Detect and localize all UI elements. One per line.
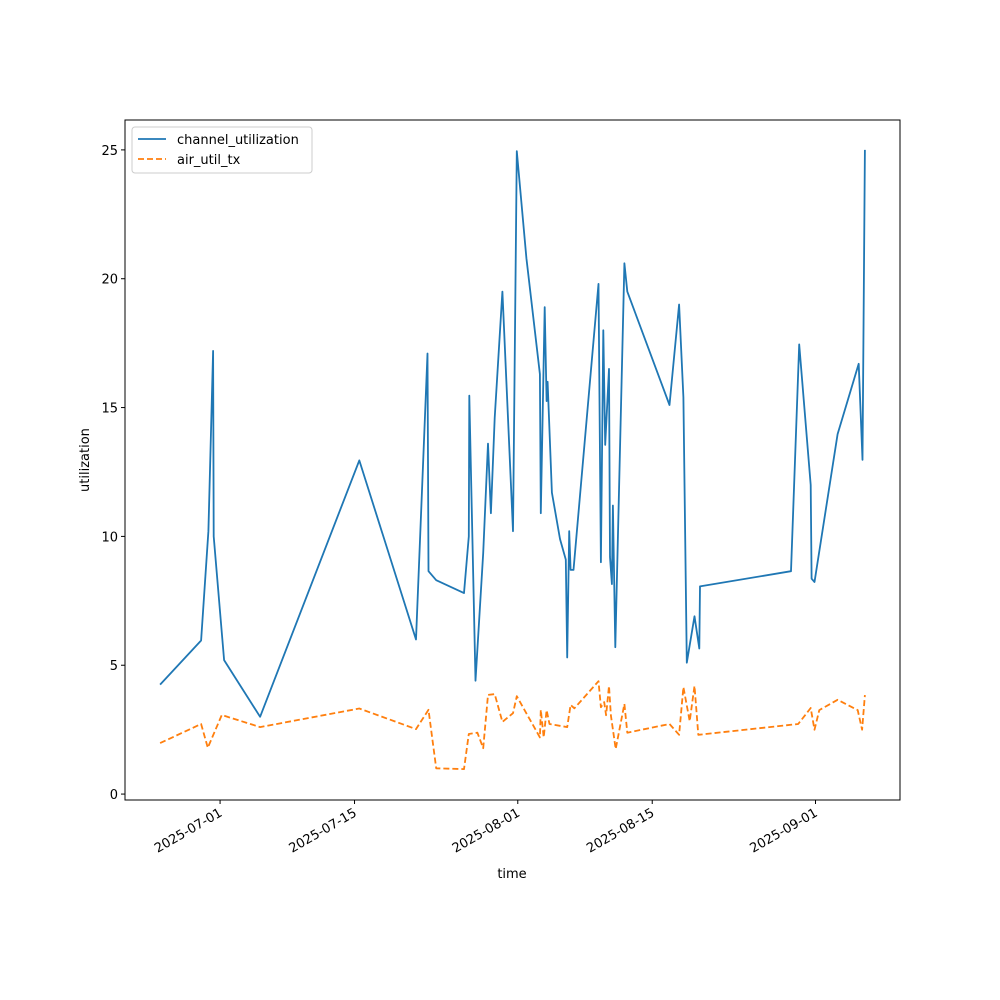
y-tick-label: 5 <box>110 659 118 674</box>
y-tick-label: 20 <box>101 273 118 288</box>
series-layer <box>159 149 866 770</box>
y-axis: 0 5 10 15 20 25 <box>101 144 125 803</box>
y-axis-label: utilization <box>78 428 93 492</box>
legend-label-air-util-tx: air_util_tx <box>177 153 241 168</box>
y-tick-label: 15 <box>101 402 118 417</box>
y-tick-label: 25 <box>101 144 118 159</box>
x-axis-label: time <box>497 867 526 882</box>
series-line-air-util-tx <box>159 680 866 770</box>
y-tick-label: 0 <box>110 788 118 803</box>
plot-frame <box>124 119 901 801</box>
series-line-channel-utilization <box>159 149 866 718</box>
legend-label-channel-utilization: channel_utilization <box>177 133 299 148</box>
legend: channel_utilization air_util_tx <box>131 126 313 174</box>
y-tick-label: 10 <box>101 530 118 545</box>
legend-box <box>131 126 313 174</box>
